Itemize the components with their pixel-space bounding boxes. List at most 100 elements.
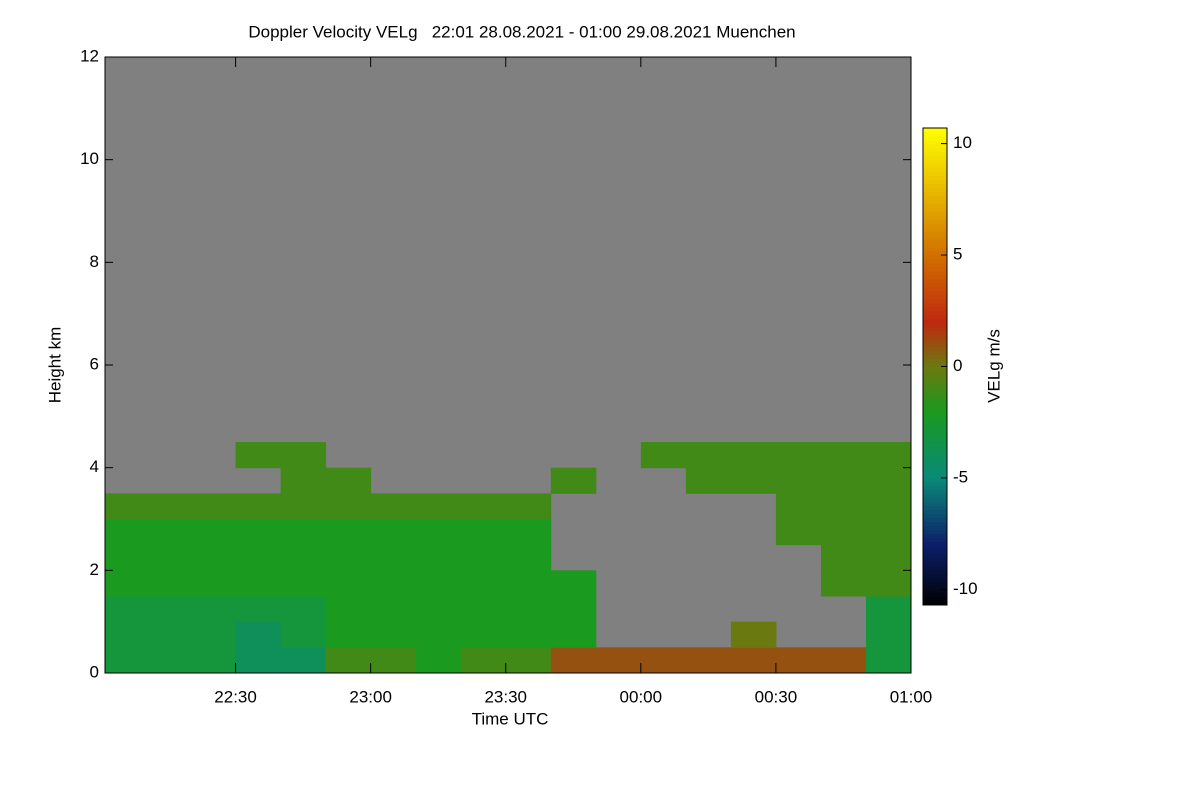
colorbar-segment	[923, 263, 947, 268]
colorbar-segment	[923, 243, 947, 248]
colorbar-segment	[923, 473, 947, 479]
colorbar-segment	[923, 497, 947, 503]
colorbar-segment	[923, 271, 947, 276]
colorbar-segment	[923, 561, 947, 566]
colorbar-segment	[923, 338, 947, 344]
colorbar-segment	[923, 215, 947, 220]
colorbar-segment	[923, 545, 947, 550]
heatmap-cell	[460, 647, 507, 674]
heatmap-cell	[460, 570, 507, 597]
colorbar-segment	[923, 175, 947, 181]
colorbar-label: VELg m/s	[984, 329, 1003, 403]
colorbar-segment	[923, 211, 947, 216]
heatmap-cell	[370, 493, 417, 520]
heatmap-cell	[595, 647, 642, 674]
heatmap-cell	[280, 544, 327, 571]
heatmap-cell	[820, 519, 867, 546]
heatmap-cell	[505, 519, 552, 546]
colorbar-segment	[923, 422, 947, 427]
chart-title: Doppler Velocity VELg 22:01 28.08.2021 -…	[248, 22, 795, 41]
y-tick-label: 10	[80, 149, 99, 168]
colorbar-segment	[923, 449, 947, 455]
colorbar-segment	[923, 442, 947, 447]
heatmap-cell	[775, 467, 822, 494]
y-tick-label: 8	[90, 252, 99, 271]
heatmap-cell	[550, 596, 597, 623]
colorbar-segment	[923, 430, 947, 435]
colorbar-segment	[923, 318, 947, 324]
heatmap-cell	[820, 493, 867, 520]
colorbar-segment	[923, 374, 947, 379]
heatmap-cell	[505, 570, 552, 597]
heatmap-cell	[280, 442, 327, 469]
heatmap-cell	[145, 519, 192, 546]
y-tick-label: 4	[90, 457, 99, 476]
heatmap-cell	[460, 596, 507, 623]
colorbar-segment	[923, 461, 947, 467]
colorbar-segment	[923, 151, 947, 157]
heatmap-cell	[235, 647, 282, 674]
colorbar-segment	[923, 565, 947, 570]
heatmap-cell	[775, 519, 822, 546]
colorbar-segment	[923, 509, 947, 515]
colorbar-segment	[923, 549, 947, 554]
heatmap-cell	[280, 621, 327, 648]
colorbar-segment	[923, 302, 947, 308]
colorbar-segment	[923, 223, 947, 228]
heatmap-cell	[685, 442, 732, 469]
colorbar-segment	[923, 465, 947, 471]
colorbar-segment	[923, 283, 947, 288]
heatmap-cell	[105, 519, 147, 546]
heatmap-cell	[730, 621, 777, 648]
colorbar-segment	[923, 195, 947, 201]
heatmap-cell	[325, 467, 372, 494]
heatmap-cell	[820, 544, 867, 571]
colorbar-segment	[923, 334, 947, 340]
y-tick-label: 12	[80, 46, 99, 65]
colorbar-segment	[923, 255, 947, 260]
colorbar-segment	[923, 601, 947, 606]
heatmap-cell	[145, 570, 192, 597]
colorbar-segment	[923, 298, 947, 304]
colorbar-segment	[923, 481, 947, 487]
x-axis-label: Time UTC	[472, 709, 549, 728]
colorbar-segment	[923, 167, 947, 173]
colorbar-segment	[923, 183, 947, 189]
heatmap-cell	[775, 647, 822, 674]
colorbar-tick-label: 5	[953, 245, 962, 264]
heatmap-cell	[460, 544, 507, 571]
heatmap-cell	[415, 570, 462, 597]
heatmap-cell	[730, 647, 777, 674]
colorbar-segment	[923, 517, 947, 523]
colorbar-segment	[923, 414, 947, 419]
colorbar-segment	[923, 438, 947, 443]
colorbar-segment	[923, 366, 947, 371]
colorbar-segment	[923, 294, 947, 300]
colorbar-segment	[923, 513, 947, 519]
heatmap-cell	[325, 647, 372, 674]
heatmap-cell	[105, 621, 147, 648]
colorbar-segment	[923, 597, 947, 602]
colorbar-segment	[923, 577, 947, 582]
heatmap-cell	[105, 596, 147, 623]
colorbar-segment	[923, 139, 947, 145]
colorbar-tick-label: -5	[953, 467, 968, 486]
colorbar-segment	[923, 485, 947, 491]
heatmap-cell	[190, 544, 237, 571]
colorbar-segment	[923, 227, 947, 232]
colorbar-segment	[923, 219, 947, 224]
colorbar-segment	[923, 247, 947, 252]
colorbar-segment	[923, 342, 947, 348]
y-axis-label: Height km	[45, 327, 64, 404]
colorbar-segment	[923, 533, 947, 538]
colorbar-segment	[923, 529, 947, 534]
colorbar-segment	[923, 235, 947, 240]
heatmap-cell	[550, 467, 597, 494]
heatmap-cell	[370, 621, 417, 648]
colorbar-segment	[923, 457, 947, 463]
heatmap-cell	[460, 493, 507, 520]
colorbar-segment	[923, 501, 947, 507]
colorbar-segment	[923, 203, 947, 208]
colorbar-segment	[923, 199, 947, 205]
heatmap-cell	[685, 647, 732, 674]
